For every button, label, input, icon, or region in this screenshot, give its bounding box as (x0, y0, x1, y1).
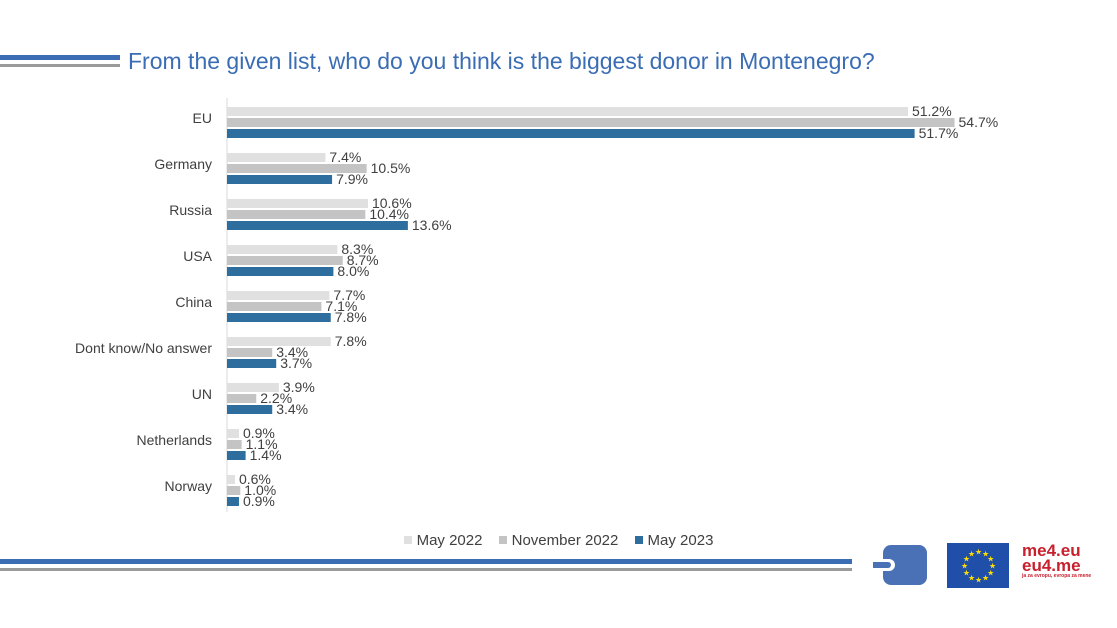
data-label: 51.2% (912, 103, 952, 119)
data-label: 7.8% (335, 333, 367, 349)
chart-title: From the given list, who do you think is… (128, 48, 875, 74)
legend-label: November 2022 (511, 531, 619, 549)
bar (227, 221, 408, 230)
eu-flag-logo: ★ ★ ★ ★ ★ ★ ★ ★ ★ ★ ★ ★ (947, 543, 1009, 588)
bar (227, 118, 955, 127)
data-label: 1.0% (244, 482, 276, 498)
star-icon: ★ (961, 562, 968, 571)
data-label: 3.9% (283, 379, 315, 395)
bar (227, 394, 257, 403)
data-label: 13.6% (412, 217, 452, 233)
bar (227, 153, 326, 162)
category-label: Dont know/No answer (75, 340, 212, 356)
title-bar-gray (0, 64, 120, 67)
bar (227, 486, 241, 495)
cedem-logo (873, 545, 927, 585)
category-label: Netherlands (137, 432, 213, 448)
bar (227, 210, 366, 219)
bar (227, 302, 322, 311)
bar (227, 337, 331, 346)
data-label: 10.6% (372, 195, 412, 211)
legend-item: May 2022 (403, 531, 483, 549)
bar (227, 267, 334, 276)
data-label: 8.3% (341, 241, 373, 257)
data-label: 3.7% (280, 355, 312, 371)
data-label: 51.7% (919, 125, 959, 141)
bar (227, 313, 331, 322)
category-label: Norway (165, 478, 212, 494)
bar (227, 451, 246, 460)
data-label: 0.9% (243, 425, 275, 441)
bar (227, 129, 915, 138)
legend-item: November 2022 (498, 531, 619, 549)
bar (227, 429, 239, 438)
star-icon: ★ (987, 555, 994, 564)
footer-bar-blue (0, 559, 852, 564)
bar (227, 245, 338, 254)
category-label: China (175, 294, 212, 310)
data-label: 8.7% (347, 252, 379, 268)
data-label: 7.7% (333, 287, 365, 303)
bar (227, 405, 273, 414)
star-icon: ★ (989, 562, 996, 571)
bar (227, 383, 279, 392)
data-label: 0.6% (239, 471, 271, 487)
data-label: 7.4% (329, 149, 361, 165)
title-bar-blue (0, 55, 120, 60)
bar (227, 497, 239, 506)
star-icon: ★ (968, 574, 975, 583)
legend: May 2022 November 2022 May 2023 (0, 531, 1117, 549)
bar (227, 256, 343, 265)
data-label: 3.4% (276, 401, 308, 417)
legend-label: May 2023 (647, 531, 714, 549)
bar (227, 440, 242, 449)
category-label: Germany (154, 156, 212, 172)
legend-label: May 2022 (416, 531, 483, 549)
data-label: 3.4% (276, 344, 308, 360)
star-icon: ★ (975, 576, 982, 585)
star-icon: ★ (968, 549, 975, 558)
category-label: EU (193, 110, 212, 126)
bar (227, 107, 908, 116)
me4eu-logo: me4.eu eu4.me ja za evropu, evropa za men… (1022, 541, 1092, 579)
data-label: 10.4% (369, 206, 409, 222)
star-icon: ★ (987, 569, 994, 578)
bar (227, 475, 235, 484)
legend-item: May 2023 (634, 531, 714, 549)
data-label: 8.0% (337, 263, 369, 279)
data-label: 10.5% (371, 160, 411, 176)
bar (227, 199, 368, 208)
bar (227, 291, 330, 300)
bar (227, 348, 273, 357)
data-label: 7.8% (335, 309, 367, 325)
bar (227, 175, 333, 184)
star-icon: ★ (975, 548, 982, 557)
bar (227, 164, 367, 173)
footer-bar-gray (0, 568, 852, 571)
data-label: 1.4% (250, 447, 282, 463)
bar-chart: EU 51.2% 54.7%51.7% Germany 7.4% 10.5%7.9% Rus… (75, 98, 999, 512)
data-label: 2.2% (260, 390, 292, 406)
star-icon: ★ (963, 555, 970, 564)
data-label: 0.9% (243, 493, 275, 509)
data-label: 1.1% (246, 436, 278, 452)
star-icon: ★ (982, 549, 989, 558)
star-icon: ★ (963, 569, 970, 578)
star-icon: ★ (982, 574, 989, 583)
category-label: USA (183, 248, 212, 264)
data-label: 7.9% (336, 171, 368, 187)
data-label: 7.1% (325, 298, 357, 314)
bar (227, 359, 277, 368)
category-label: Russia (169, 202, 212, 218)
data-label: 54.7% (959, 114, 999, 130)
category-label: UN (192, 386, 212, 402)
